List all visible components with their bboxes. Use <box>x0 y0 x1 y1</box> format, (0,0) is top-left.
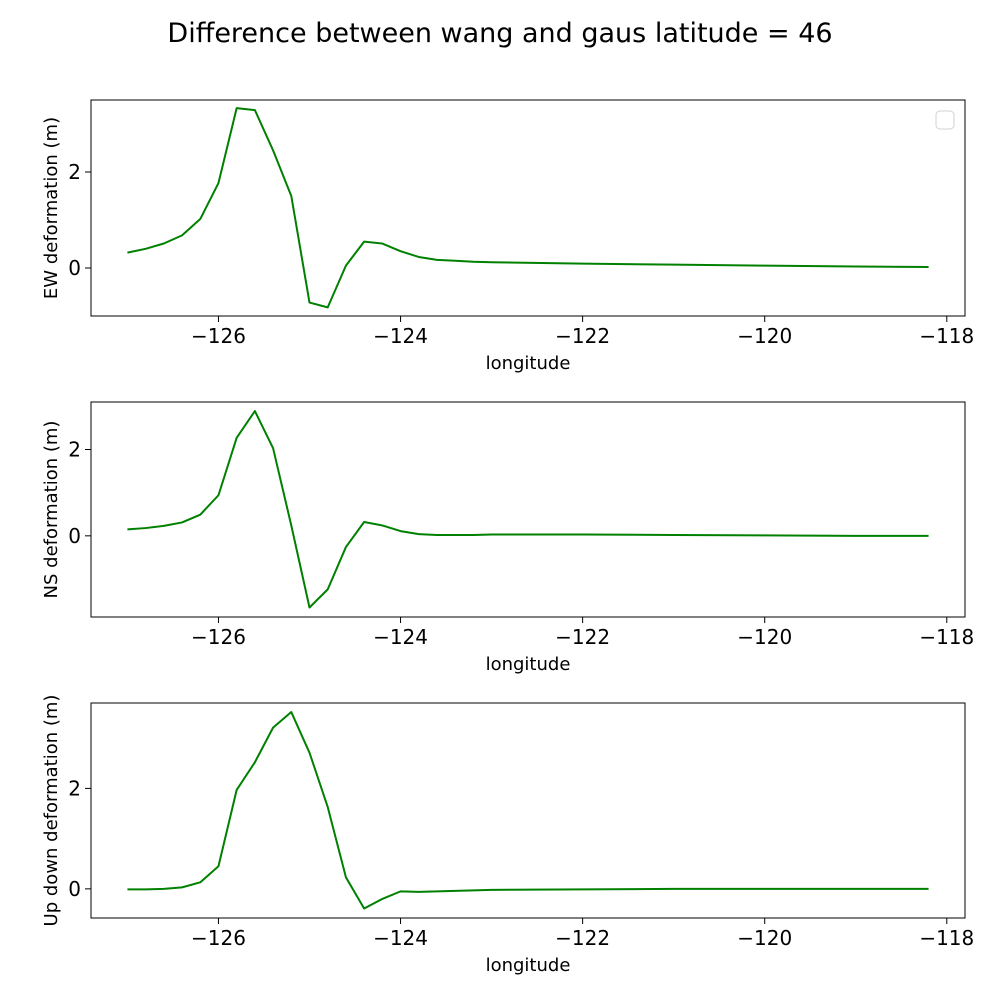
x-tick-label: −120 <box>737 324 792 348</box>
plot-area <box>91 100 965 316</box>
y-tick-label: 0 <box>68 877 81 901</box>
plot-area <box>91 402 965 617</box>
figure-title: Difference between wang and gaus latitud… <box>167 18 832 49</box>
series-line <box>127 107 929 309</box>
y-axis-label: NS deformation (m) <box>41 421 62 599</box>
subplot-1: −126 −124 −122 −120 −118 0 2 longitude EW deform… <box>41 99 974 374</box>
y-tick-label: 2 <box>68 160 81 184</box>
x-tick-label: −126 <box>191 625 246 649</box>
y-tick-label: 2 <box>68 776 81 800</box>
x-tick-label: −126 <box>191 926 246 950</box>
x-axis-label: longitude <box>486 353 571 374</box>
x-tick-label: −122 <box>555 926 610 950</box>
series-line <box>127 711 929 910</box>
x-tick-label: −120 <box>737 926 792 950</box>
x-tick-label: −124 <box>373 926 428 950</box>
x-tick-label: −122 <box>555 324 610 348</box>
plot-frame <box>90 702 966 919</box>
x-tick-label: −118 <box>919 926 974 950</box>
series-line <box>127 410 929 609</box>
x-tick-label: −118 <box>919 324 974 348</box>
subplots: −126 −124 −122 −120 −118 0 2 longitude EW deform… <box>41 99 974 976</box>
x-tick-label: −118 <box>919 625 974 649</box>
x-tick-label: −124 <box>373 625 428 649</box>
plot-frame <box>90 99 966 317</box>
x-axis-label: longitude <box>486 654 571 675</box>
x-tick-label: −124 <box>373 324 428 348</box>
y-tick-label: 0 <box>68 524 81 548</box>
plot-area <box>91 703 965 918</box>
y-tick-label: 2 <box>68 437 81 461</box>
subplot-2: −126 −124 −122 −120 −118 0 2 longitude NS deform… <box>41 401 974 675</box>
x-tick-label: −126 <box>191 324 246 348</box>
subplot-3: −126 −124 −122 −120 −118 0 2 longitude Up down d… <box>41 695 974 976</box>
y-axis-label: Up down deformation (m) <box>41 695 62 927</box>
x-tick-label: −120 <box>737 625 792 649</box>
plot-frame <box>90 401 966 618</box>
y-axis-label: EW deformation (m) <box>41 117 62 299</box>
x-tick-label: −122 <box>555 625 610 649</box>
x-axis-label: longitude <box>486 955 571 976</box>
legend-box <box>935 110 955 130</box>
y-tick-label: 0 <box>68 256 81 280</box>
